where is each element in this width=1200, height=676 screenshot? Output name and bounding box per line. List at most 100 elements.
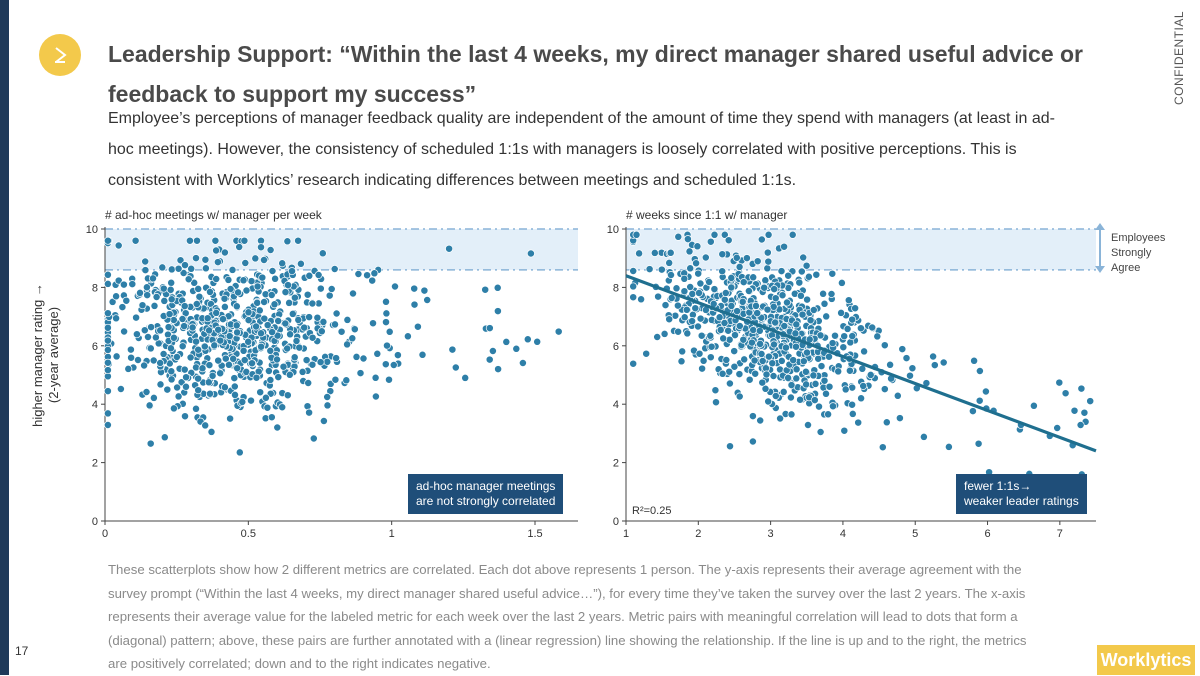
data-point [777, 267, 786, 276]
data-point [718, 267, 727, 276]
data-point [267, 291, 276, 299]
data-point [166, 344, 175, 353]
data-point [323, 401, 332, 410]
data-point [233, 328, 242, 337]
data-point [851, 304, 860, 313]
data-point [181, 412, 189, 421]
data-point [742, 254, 751, 263]
data-point [319, 417, 328, 425]
data-point [523, 335, 532, 344]
data-point [242, 286, 251, 295]
data-point [255, 306, 264, 315]
data-point [629, 359, 638, 368]
data-point [712, 398, 720, 407]
data-point [220, 294, 229, 303]
data-point [856, 324, 865, 333]
data-point [674, 327, 683, 336]
data-point [840, 332, 849, 341]
data-point [902, 354, 911, 363]
data-point [820, 299, 829, 308]
data-point [727, 273, 736, 282]
data-point [192, 337, 201, 346]
data-point [1061, 389, 1070, 398]
data-point [257, 236, 265, 245]
data-point [760, 283, 769, 292]
data-point [319, 317, 328, 326]
data-point [680, 313, 689, 322]
strongly-agree-band [626, 229, 1096, 270]
legend-note-line3: Agree [1111, 262, 1141, 274]
data-point [696, 314, 705, 323]
data-point [260, 314, 269, 323]
data-point [788, 230, 797, 239]
data-point [880, 385, 889, 394]
data-point [370, 269, 379, 278]
data-point [327, 285, 336, 293]
data-point [665, 315, 674, 324]
data-point [352, 352, 361, 361]
data-point [371, 373, 380, 382]
data-point [722, 356, 731, 364]
data-point [771, 318, 780, 327]
data-point [156, 380, 165, 389]
data-point [816, 428, 825, 436]
data-point [211, 236, 220, 245]
data-point [493, 307, 502, 316]
data-point [393, 351, 402, 360]
data-point [825, 352, 833, 361]
y-tick-label: 10 [86, 224, 98, 236]
x-tick-label: 1.5 [527, 528, 542, 540]
x-tick-label: 3 [768, 528, 774, 540]
data-point [699, 356, 708, 365]
data-point [241, 259, 250, 267]
data-point [128, 280, 137, 289]
data-point [968, 407, 977, 416]
data-point [292, 336, 301, 345]
data-point [750, 356, 759, 365]
data-point [418, 350, 427, 359]
data-point [234, 288, 243, 297]
x-tick-label: 0 [102, 528, 108, 540]
data-point [680, 274, 689, 283]
data-point [761, 276, 770, 285]
data-point [776, 414, 785, 423]
data-point [232, 302, 241, 311]
data-point [526, 249, 535, 258]
data-point [146, 344, 155, 353]
y-tick-label: 8 [92, 282, 98, 294]
callout-1on1-line1: fewer 1:1s→ [964, 479, 1032, 493]
section-logo [39, 34, 81, 76]
data-point [815, 402, 823, 411]
data-point [230, 382, 239, 391]
data-point [258, 273, 267, 282]
data-point [755, 326, 764, 335]
data-point [735, 322, 744, 330]
data-point [705, 278, 714, 286]
data-point [182, 373, 191, 382]
data-point [103, 270, 112, 279]
data-point [112, 352, 121, 361]
data-point [919, 432, 928, 441]
data-point [756, 339, 765, 348]
data-point [718, 250, 727, 259]
data-point [683, 329, 692, 338]
data-point [267, 413, 276, 422]
data-point [235, 448, 244, 457]
data-point [792, 342, 800, 351]
data-point [240, 236, 249, 245]
data-point [112, 292, 121, 301]
data-point [725, 379, 734, 388]
data-point [253, 282, 262, 291]
data-point [219, 315, 227, 324]
data-point [822, 312, 831, 321]
data-point [294, 236, 303, 245]
data-point [893, 391, 902, 400]
data-point [266, 246, 275, 254]
data-point [190, 278, 199, 287]
data-point [719, 334, 728, 343]
data-point [382, 309, 391, 318]
data-point [203, 314, 212, 323]
data-point [799, 357, 808, 366]
data-point [683, 235, 692, 244]
